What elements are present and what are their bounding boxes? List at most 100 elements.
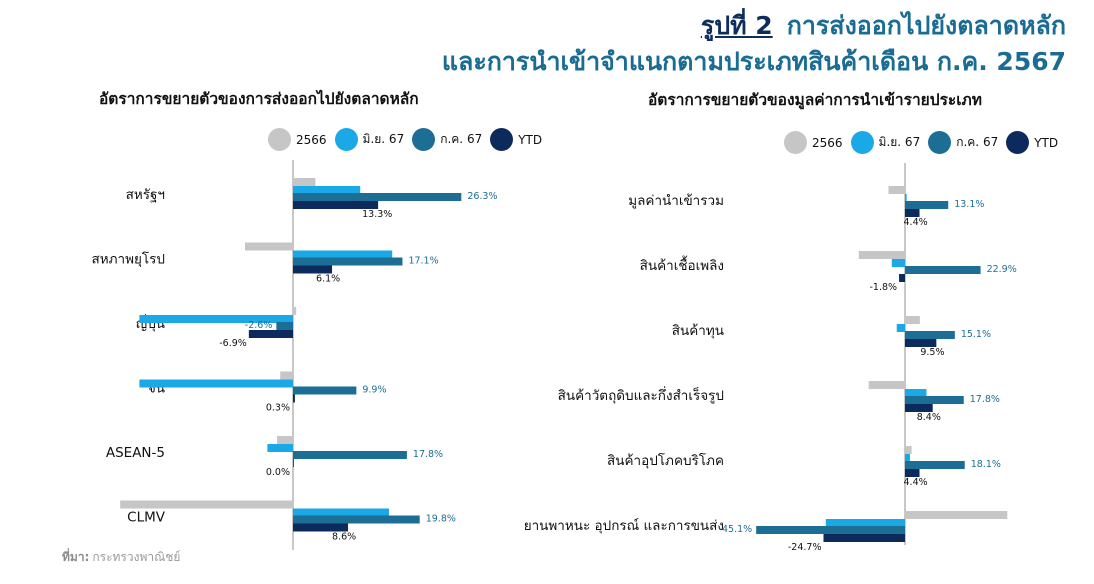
- legend-label-jul67: ก.ค. 67: [440, 132, 483, 146]
- legend-item-2566: 2566: [268, 128, 327, 151]
- export-bar-ytd: [293, 523, 349, 532]
- export-category-label: สหรัฐฯ: [126, 187, 165, 203]
- export-bar-ytd: [293, 201, 379, 209]
- legend-item-ytd: YTD: [1006, 131, 1058, 154]
- title-text-line1: การส่งออกไปยังตลาดหลัก: [786, 11, 1066, 40]
- export-bar-jul67: [293, 451, 407, 459]
- export-bar-2566: [120, 500, 293, 509]
- export-bar-jul67: [276, 322, 293, 330]
- import-bar-ytd: [905, 404, 933, 412]
- export-bar-ytd: [293, 265, 333, 274]
- import-value-label-ytd: -1.8%: [869, 282, 897, 293]
- import-bar-jul67: [756, 526, 905, 534]
- legend-item-jul67: ก.ค. 67: [928, 131, 998, 154]
- import-bar-2566: [905, 511, 1008, 519]
- import-category-label: สินค้าเชื้อเพลิง: [640, 255, 724, 274]
- import-bar-ytd: [899, 274, 905, 282]
- export-bar-jun67: [293, 186, 361, 194]
- import-bar-ytd: [823, 534, 905, 542]
- legend-item-jul67: ก.ค. 67: [412, 128, 482, 151]
- import-bar-ytd: [905, 339, 937, 347]
- export-value-label-ytd: 0.3%: [266, 403, 290, 414]
- export-bar-jul67: [293, 386, 357, 395]
- import-bar-jul67: [905, 331, 955, 339]
- export-value-label-jul67: 17.1%: [408, 256, 438, 267]
- import-value-label-jul67: 22.9%: [987, 264, 1017, 275]
- legend-label-ytd: YTD: [518, 132, 543, 147]
- export-bar-2566: [293, 178, 316, 186]
- export-value-label-ytd: 0.0%: [266, 467, 290, 478]
- legend-item-ytd: YTD: [490, 128, 542, 151]
- import-bar-2566: [905, 316, 920, 324]
- export-bar-ytd: [293, 459, 294, 467]
- legend-swatch-jun67: [334, 128, 358, 151]
- export-bar-jul67: [293, 257, 403, 266]
- export-value-label-jul67: 19.8%: [426, 514, 456, 525]
- left-legend: 2566 มิ.ย. 67 ก.ค. 67 YTD: [268, 128, 550, 151]
- export-bar-2566: [280, 371, 293, 380]
- legend-label-jun67: มิ.ย. 67: [362, 132, 405, 146]
- import-value-label-ytd: 4.4%: [904, 217, 928, 228]
- import-bar-jun67: [905, 389, 927, 397]
- export-bar-2566: [277, 436, 293, 444]
- import-bar-2566: [888, 186, 905, 194]
- source-note: ที่มา: กระทรวงพาณิชย์: [62, 548, 180, 567]
- import-category-label: มูลค่านำเข้ารวม: [628, 193, 724, 209]
- export-bar-jun67: [139, 379, 293, 388]
- export-bar-jul67: [293, 193, 462, 201]
- export-value-label-ytd: 8.6%: [332, 532, 356, 543]
- import-bar-jul67: [905, 461, 965, 469]
- import-category-label: สินค้าวัตถุดิบและกึ่งสำเร็จรูป: [558, 386, 724, 404]
- chart-title-line2: และการนำเข้าจำแนกตามประเภทสินค้าเดือน ก.…: [441, 47, 1066, 76]
- import-bar-2566: [905, 446, 912, 454]
- import-value-label-ytd: 4.4%: [904, 477, 928, 488]
- legend-swatch-jun67: [850, 131, 874, 154]
- export-bar-jun67: [293, 508, 389, 517]
- legend-item-2566: 2566: [784, 131, 843, 154]
- legend-label-jun67: มิ.ย. 67: [878, 135, 921, 149]
- export-bar-2566: [245, 242, 293, 251]
- import-bar-ytd: [905, 209, 920, 217]
- export-bar-jun67: [267, 444, 293, 452]
- import-bar-jun67: [905, 194, 907, 202]
- import-bar-jul67: [905, 396, 964, 404]
- left-panel-title: อัตราการขยายตัวของการส่งออกไปยังตลาดหลัก: [99, 90, 419, 108]
- import-bar-ytd: [905, 469, 920, 477]
- export-bar-jul67: [293, 515, 420, 524]
- import-category-label: สินค้าทุน: [672, 323, 724, 339]
- export-bar-ytd: [248, 330, 293, 338]
- legend-swatch-jul67: [412, 128, 436, 151]
- import-bar-jul67: [905, 201, 949, 209]
- legend-swatch-2566: [784, 131, 807, 154]
- legend-label-2566: 2566: [812, 135, 843, 150]
- export-category-label: CLMV: [127, 510, 166, 526]
- export-bar-2566: [293, 307, 297, 315]
- source-label: ที่มา:: [62, 550, 90, 564]
- import-value-label-jul67: -45.1%: [719, 524, 753, 535]
- export-value-label-jul67: -2.6%: [245, 320, 273, 331]
- legend-swatch-jul67: [928, 131, 952, 154]
- import-value-label-ytd: 8.4%: [917, 412, 941, 423]
- legend-label-jul67: ก.ค. 67: [956, 135, 999, 149]
- import-bar-jun67: [825, 519, 905, 527]
- chart-title-line1: รูปที่ 2 การส่งออกไปยังตลาดหลัก: [701, 6, 1066, 46]
- import-value-label-jul67: 15.1%: [961, 329, 991, 340]
- import-bar-2566: [868, 381, 905, 389]
- right-panel-title: อัตราการขยายตัวของมูลค่าการนำเข้ารายประเ…: [648, 91, 982, 109]
- right-legend: 2566 มิ.ย. 67 ก.ค. 67 YTD: [784, 131, 1066, 154]
- legend-swatch-ytd: [490, 128, 514, 151]
- import-value-label-ytd: 9.5%: [920, 347, 944, 358]
- import-value-label-jul67: 18.1%: [971, 459, 1001, 470]
- export-value-label-jul67: 9.9%: [362, 385, 386, 396]
- export-bar-jun67: [293, 250, 393, 259]
- import-category-label: สินค้าอุปโภคบริโภค: [607, 452, 724, 469]
- legend-swatch-ytd: [1006, 131, 1030, 154]
- import-bar-jun67: [891, 259, 905, 267]
- import-bar-jun67: [896, 324, 905, 332]
- import-bar-jul67: [905, 266, 981, 274]
- import-category-label: ยานพาหนะ อุปกรณ์ และการขนส่ง: [524, 517, 724, 534]
- legend-item-jun67: มิ.ย. 67: [334, 128, 405, 151]
- export-bar-jun67: [139, 315, 293, 323]
- legend-item-jun67: มิ.ย. 67: [850, 131, 921, 154]
